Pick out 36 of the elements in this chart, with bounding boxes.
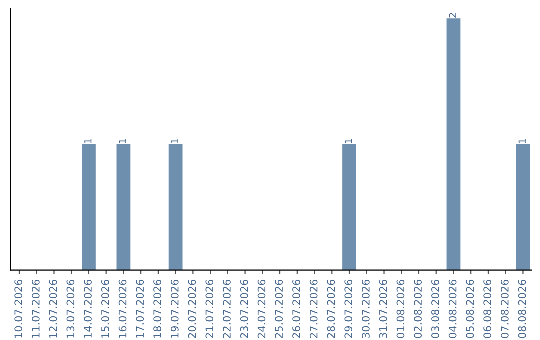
data-label: 2 [449, 13, 456, 18]
x-tick-label: 15.07.2026 [101, 280, 110, 338]
x-tick-label: 14.07.2026 [84, 280, 92, 338]
x-tick-label: 26.07.2026 [292, 280, 300, 338]
data-label: 1 [518, 139, 526, 144]
data-label: 1 [119, 139, 126, 144]
x-tick-label: 19.07.2026 [170, 280, 179, 338]
x-tick-label: 23.07.2026 [240, 280, 248, 338]
x-tick-label: 08.08.2026 [518, 280, 526, 338]
data-label: 1 [84, 139, 92, 144]
x-tick-label: 06.08.2026 [484, 280, 492, 338]
x-tick-label: 17.07.2026 [136, 280, 144, 338]
x-tick-label: 29.07.2026 [344, 280, 353, 338]
x-tick-label: 24.07.2026 [258, 280, 266, 338]
x-tick-label: 05.08.2026 [466, 280, 474, 338]
x-tick-label: 20.07.2026 [188, 280, 196, 338]
x-tick-label: 11.07.2026 [32, 280, 40, 338]
x-tick-label: 02.08.2026 [414, 280, 422, 338]
x-tick-label: 30.07.2026 [362, 280, 370, 338]
x-tick-label: 12.07.2026 [49, 280, 58, 338]
data-label: 1 [345, 139, 352, 144]
x-tick-label: 13.07.2026 [66, 280, 75, 338]
x-tick-label: 01.08.2026 [396, 280, 405, 338]
x-tick-label: 10.07.2026 [14, 280, 23, 338]
x-tick-label: 03.08.2026 [432, 280, 440, 338]
x-tick-label: 16.07.2026 [118, 280, 127, 338]
x-tick-label: 18.07.2026 [154, 280, 162, 338]
x-tick-label: 21.07.2026 [206, 280, 214, 338]
x-tick-label: 25.07.2026 [275, 280, 284, 338]
x-tick-label: 04.08.2026 [448, 280, 457, 338]
x-tick-label: 22.07.2026 [223, 280, 231, 338]
x-tick-label: 07.08.2026 [500, 280, 509, 338]
data-label: 1 [171, 139, 178, 144]
x-tick-label: 27.07.2026 [310, 280, 318, 338]
x-tick-label: 28.07.2026 [327, 280, 336, 338]
x-tick-label: 31.07.2026 [379, 280, 388, 338]
